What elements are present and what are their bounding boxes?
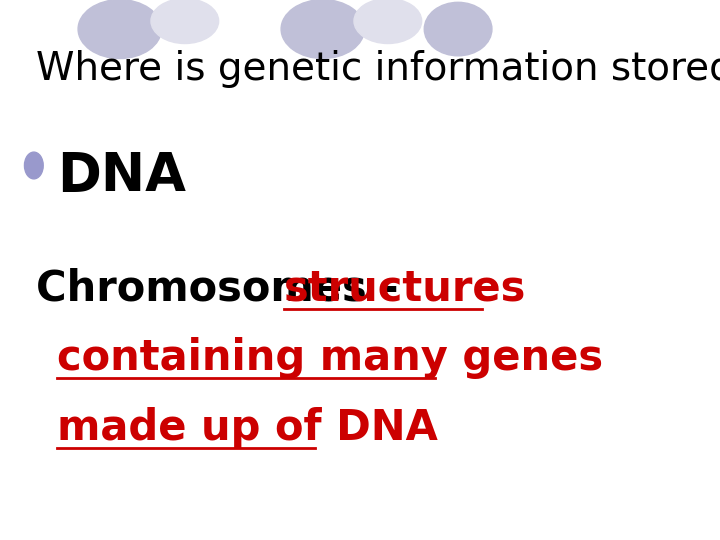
Text: containing many genes: containing many genes [58,337,603,379]
Ellipse shape [24,152,43,179]
Text: Where is genetic information stored?: Where is genetic information stored? [37,50,720,88]
Text: structures: structures [284,267,526,309]
Ellipse shape [78,0,161,58]
Ellipse shape [281,0,364,58]
Ellipse shape [424,2,492,56]
Ellipse shape [354,0,422,44]
Text: DNA: DNA [58,150,186,202]
Text: made up of DNA: made up of DNA [58,407,438,449]
Ellipse shape [151,0,219,44]
Text: Chromosomes -: Chromosomes - [37,267,413,309]
